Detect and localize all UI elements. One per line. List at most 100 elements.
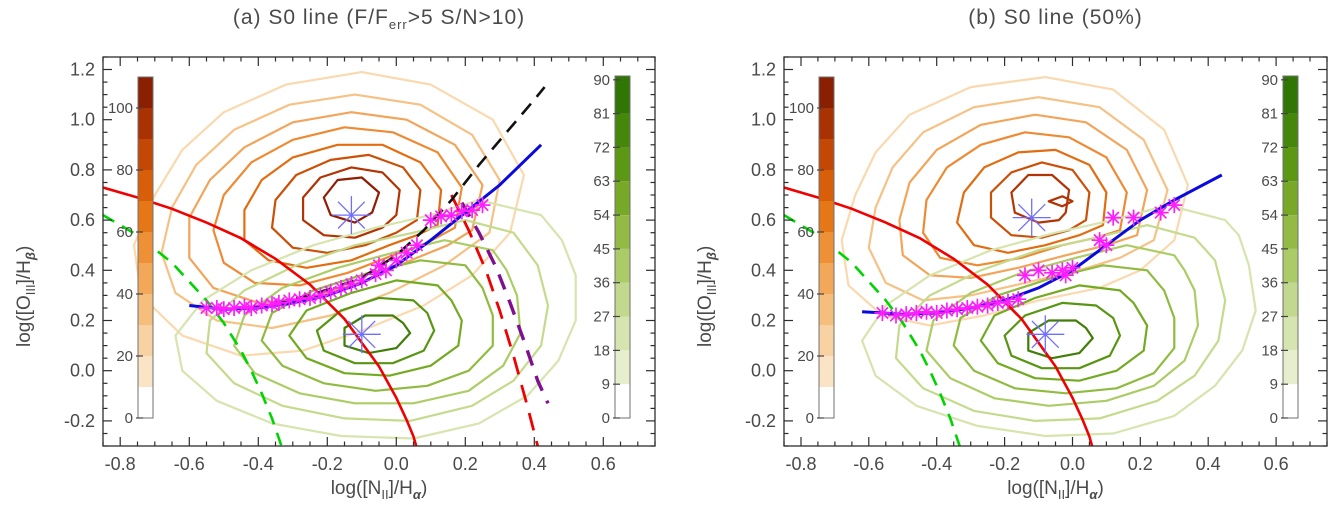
colorbar-tick-label: 0	[806, 410, 814, 427]
median-star	[453, 203, 470, 220]
colorbar-tick-label: 72	[1261, 139, 1278, 156]
colorbar-segment	[1283, 282, 1298, 317]
curve-seyfert-liner-black-dashed	[251, 86, 546, 310]
colorbar-tick-label: 80	[797, 162, 814, 179]
ylabel-part: )	[14, 245, 35, 253]
colorbar-segment	[615, 316, 630, 351]
ylabel-part: log([O	[14, 295, 35, 347]
median-star	[1098, 237, 1115, 254]
x-tick-label: -0.2	[312, 454, 343, 474]
ylabel-sub: III	[22, 284, 38, 296]
plot-frame	[783, 56, 1328, 447]
panel-b-xaxis-label: log([NII]/Hα)	[784, 478, 1327, 502]
median-star	[1166, 197, 1183, 214]
x-tick-label: 0.4	[522, 454, 547, 474]
reference-asterisk	[1026, 315, 1065, 354]
median-star	[1152, 204, 1169, 221]
colorbar-segment	[1283, 384, 1298, 418]
x-tick-label: -0.6	[853, 454, 884, 474]
colorbar-tick-label: 72	[593, 139, 610, 156]
reference-asterisk	[342, 315, 381, 354]
panel-a-title-text: (a) S0 line (F/F	[232, 6, 389, 29]
colorbar-tick-label: 81	[1261, 106, 1278, 123]
colorbar-segment	[819, 77, 834, 108]
colorbar-orange-count: 0 20 40 60 80 100	[108, 76, 154, 427]
contour-orange-population-level-70	[270, 153, 422, 254]
contour-orange-population-level-55	[243, 143, 443, 269]
x-tick-label: -0.8	[785, 454, 816, 474]
median-star	[464, 202, 481, 219]
colorbar-tick-label: 81	[593, 106, 610, 123]
colorbar-tick-label: 54	[1261, 207, 1278, 224]
colorbar-tick-label: 100	[789, 100, 814, 117]
panel-a-xaxis-label: log([NII]/Hα)	[103, 478, 655, 502]
x-tick-label: 0.6	[591, 454, 616, 474]
curve-division-purple-dashed	[460, 201, 550, 405]
contour-orange-population-level-40	[921, 131, 1128, 267]
colorbar-segment	[819, 139, 834, 170]
ylabel-greek-sub: β	[703, 252, 719, 261]
y-tick-label: 0.4	[70, 260, 95, 280]
y-tick-label: 0.2	[751, 311, 776, 331]
colorbar-segment	[138, 263, 153, 294]
contour-orange-population-level-70	[989, 161, 1091, 239]
y-tick-label: 0.2	[70, 311, 95, 331]
colorbar-segment	[615, 215, 630, 249]
colorbar-segment	[138, 325, 153, 356]
contour-orange-population-level-100	[1047, 195, 1074, 208]
median-star	[1105, 209, 1122, 226]
contour-orange-population-level-85	[302, 166, 401, 239]
colorbar-segment	[615, 282, 630, 317]
ylabel-greek-sub: β	[22, 252, 38, 261]
y-tick-label: 0.6	[751, 210, 776, 230]
contour-green-population-level-36	[952, 264, 1176, 395]
colorbar-tick-label: 63	[593, 173, 610, 190]
colorbar-segment	[615, 384, 630, 418]
colorbar-tick-label: 63	[1261, 173, 1278, 190]
colorbar-tick-label: 18	[593, 342, 610, 359]
x-tick-label: 0.0	[384, 454, 409, 474]
panel-b-content	[784, 75, 1257, 446]
colorbar-segment	[138, 77, 153, 108]
median-star	[1010, 291, 1027, 308]
median-star	[398, 244, 415, 261]
median-star	[928, 305, 945, 321]
colorbar-segment	[138, 387, 153, 418]
median-star	[353, 272, 370, 289]
contour-orange-population-level-55	[955, 148, 1108, 254]
median-star	[243, 300, 260, 316]
median-star	[908, 305, 925, 321]
median-star	[433, 208, 450, 225]
colorbar-orange-count: 0 20 40 60 80 100	[789, 76, 835, 427]
colorbar-tick-label: 9	[1270, 376, 1278, 393]
x-tick-label: -0.8	[105, 454, 136, 474]
y-tick-label: 1.0	[751, 110, 776, 130]
colorbar-segment	[138, 356, 153, 387]
xlabel-part: ]/H	[388, 478, 413, 499]
contour-orange-population-level-10	[840, 75, 1190, 327]
curve-kewley-max-starburst	[784, 186, 1094, 446]
colorbar-segment	[819, 325, 834, 356]
median-star	[198, 300, 215, 316]
xlabel-greek-sub: α	[412, 486, 421, 502]
colorbar-tick-label: 60	[116, 224, 133, 241]
colorbar-tick-label: 0	[1270, 410, 1278, 427]
panel-b-title-text: (b) S0 line (50%)	[968, 6, 1143, 29]
colorbar-tick-label: 9	[602, 376, 610, 393]
y-tick-label: 0.0	[751, 361, 776, 381]
colorbar-segment	[1283, 316, 1298, 351]
colorbar-segment	[138, 201, 153, 232]
colorbar-segment	[615, 181, 630, 215]
colorbar-segment	[819, 263, 834, 294]
x-tick-label: 0.6	[1264, 454, 1289, 474]
x-tick-label: 0.2	[1128, 454, 1153, 474]
contour-green-population-level-54	[1003, 301, 1122, 370]
colorbar-segment	[819, 170, 834, 201]
contour-green-population-level-18	[894, 224, 1227, 422]
colorbar-outline	[818, 76, 835, 419]
contour-green-population-level-27	[233, 239, 522, 405]
y-tick-label: 0.6	[70, 210, 95, 230]
colorbar-segment	[819, 387, 834, 418]
